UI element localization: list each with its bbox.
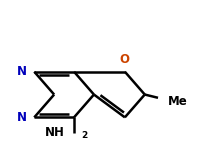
Text: Me: Me (168, 95, 188, 108)
Text: N: N (17, 65, 27, 78)
Text: O: O (120, 53, 130, 66)
Text: N: N (17, 111, 27, 124)
Text: NH: NH (45, 126, 65, 139)
Text: 2: 2 (81, 131, 87, 140)
